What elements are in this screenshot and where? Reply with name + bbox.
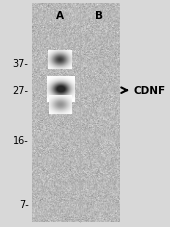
Text: CDNF: CDNF	[133, 86, 166, 96]
Bar	[32, 5, 119, 222]
Text: B: B	[95, 11, 103, 21]
Text: 37-: 37-	[13, 59, 29, 69]
Text: 16-: 16-	[13, 136, 29, 146]
Text: 7-: 7-	[19, 199, 29, 209]
Text: 27-: 27-	[13, 86, 29, 96]
Text: A: A	[56, 11, 64, 21]
